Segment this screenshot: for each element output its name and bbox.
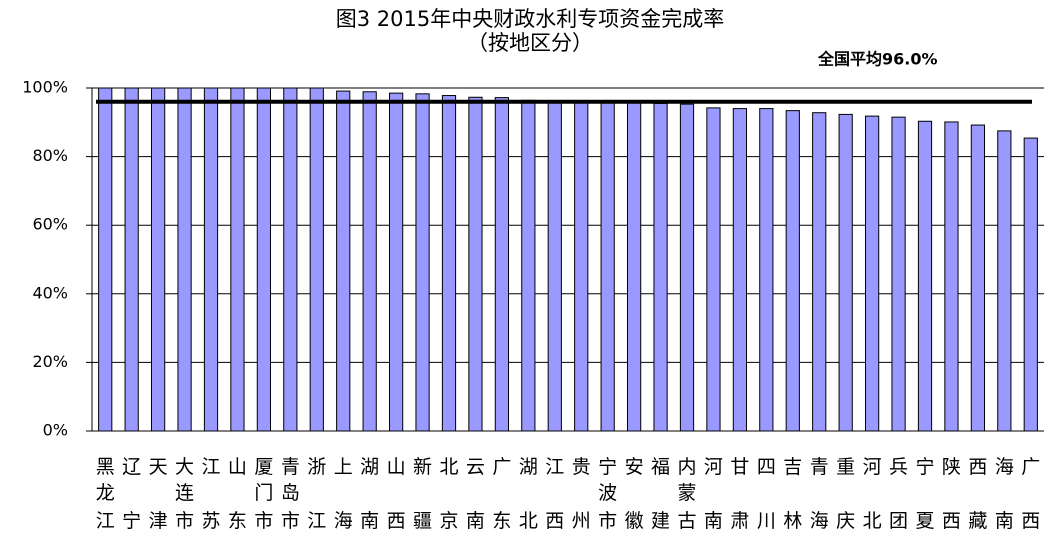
bar	[627, 101, 642, 432]
x-tick-label: 吉林	[783, 456, 802, 532]
x-tick-label: 江苏	[201, 456, 220, 532]
bar	[785, 110, 800, 432]
x-tick-label: 北京	[439, 456, 458, 532]
bar	[759, 108, 774, 432]
x-tick-label: 山东	[228, 456, 247, 532]
bar	[336, 90, 351, 432]
x-tick-label: 辽宁	[122, 456, 141, 532]
x-tick-label: 贵州	[572, 456, 591, 532]
x-tick-label: 上海	[334, 456, 353, 532]
bar	[732, 108, 747, 432]
x-tick-label: 西藏	[968, 456, 987, 532]
bar	[600, 101, 615, 432]
x-tick-label: 湖南	[360, 456, 379, 532]
x-tick-label: 天津	[149, 456, 168, 532]
y-tick-label: 20%	[32, 352, 68, 371]
x-tick-label: 河北	[863, 456, 882, 532]
x-tick-label: 厦门市	[254, 456, 273, 532]
bar	[891, 116, 906, 432]
chart-title: 图3 2015年中央财政水利专项资金完成率	[336, 7, 724, 31]
x-tick-label: 湖北	[519, 456, 538, 532]
bar	[865, 115, 880, 432]
x-tick-label: 安徽	[625, 456, 644, 532]
x-tick-label: 大连市	[175, 456, 194, 532]
y-tick-label: 60%	[32, 215, 68, 234]
x-tick-label: 重庆	[836, 456, 855, 532]
bar	[441, 95, 457, 432]
bar	[362, 91, 377, 432]
y-tick-label: 80%	[32, 146, 68, 165]
x-tick-label: 新疆	[413, 456, 432, 532]
x-tick-label: 四川	[757, 456, 776, 532]
y-tick-label: 0%	[43, 421, 68, 440]
bar	[970, 124, 985, 432]
x-tick-label: 内蒙古	[677, 456, 696, 532]
x-tick-label: 黑龙江	[96, 456, 115, 532]
x-tick-label: 广东	[492, 456, 511, 532]
x-tick-label: 广西	[1021, 456, 1040, 532]
bar	[256, 87, 271, 432]
bar	[389, 92, 404, 432]
bar	[230, 87, 245, 432]
bar	[283, 87, 298, 432]
bar	[653, 102, 668, 432]
x-tick-label: 浙江	[307, 456, 326, 532]
y-tick-label: 40%	[32, 283, 68, 302]
bar	[547, 100, 562, 432]
bar	[812, 112, 827, 432]
bar	[124, 87, 139, 432]
x-tick-label: 甘肃	[730, 456, 749, 532]
bar	[494, 97, 509, 432]
x-tick-label: 河南	[704, 456, 723, 532]
bar	[415, 93, 430, 432]
bar	[838, 113, 853, 432]
x-tick-label: 云南	[466, 456, 485, 532]
bar	[468, 96, 483, 432]
average-label: 全国平均96.0%	[817, 50, 938, 69]
bar	[917, 120, 933, 432]
bar	[706, 107, 721, 432]
x-tick-label: 宁夏	[915, 456, 934, 532]
bar	[574, 100, 589, 432]
x-tick-label: 宁波市	[598, 456, 617, 532]
x-tick-label: 陕西	[942, 456, 961, 532]
bar	[177, 87, 192, 432]
bar	[1023, 137, 1038, 432]
bar	[521, 99, 536, 432]
x-tick-label: 海南	[995, 456, 1014, 532]
x-tick-label: 山西	[387, 456, 406, 532]
bar	[944, 121, 959, 432]
chart-subtitle: （按地区分）	[467, 31, 593, 55]
bar	[997, 130, 1012, 432]
x-tick-label: 青岛市	[281, 456, 300, 532]
bar	[679, 103, 695, 432]
bar	[151, 87, 166, 432]
bar	[203, 87, 219, 432]
x-tick-label: 青海	[810, 456, 829, 532]
x-tick-label: 江西	[545, 456, 564, 532]
bar	[309, 87, 324, 432]
x-tick-label: 兵团	[889, 456, 908, 532]
bar	[98, 87, 113, 432]
x-tick-label: 福建	[651, 456, 670, 532]
y-tick-label: 100%	[22, 78, 68, 97]
